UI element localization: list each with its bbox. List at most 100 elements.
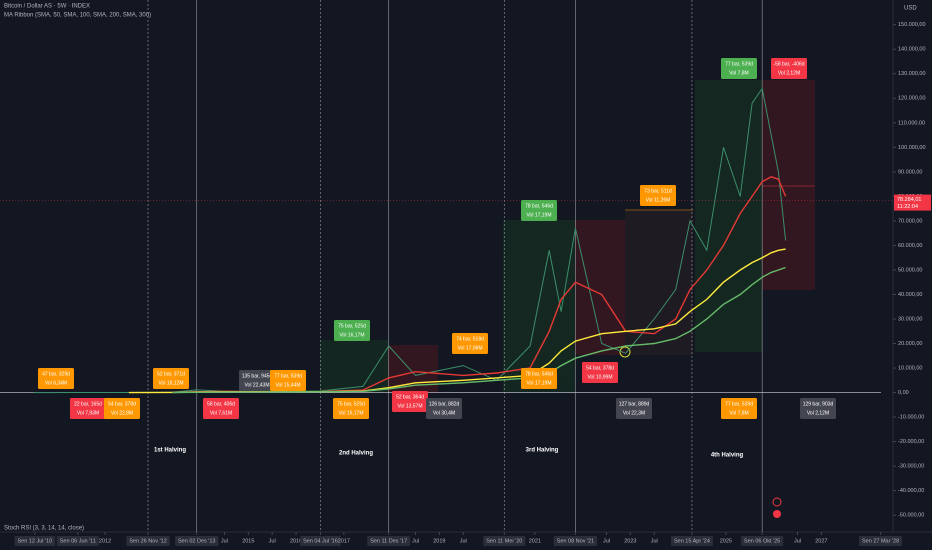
- x-tick-highlight: [14, 536, 56, 546]
- annotation-text: Vol 17,19M: [526, 380, 551, 386]
- annotation-text: 52 bar, 371d: [157, 371, 185, 377]
- annotation-box: [70, 398, 106, 419]
- x-tick-label: Sen 12 Jul '10: [18, 538, 53, 544]
- last-price-label: 78.284,01: [897, 197, 921, 203]
- x-tick-label: 2027: [815, 538, 827, 544]
- annotation-text: Vol 10,99M: [587, 374, 612, 380]
- x-tick-highlight: [367, 536, 411, 546]
- x-tick-label: Sen 08 Nov '21: [557, 538, 594, 544]
- x-tick-label: Sen 06 Jun '11: [60, 538, 96, 544]
- x-tick-label: Jul: [412, 538, 419, 544]
- annotation-text: 54 bar, 378d: [108, 401, 136, 407]
- last-price-box: [894, 194, 931, 211]
- y-tick-label: 20.000,00: [898, 341, 922, 347]
- annotation-text: Vol 7,8M: [729, 410, 748, 416]
- y-tick-label: 0,00: [898, 390, 909, 396]
- x-tick-highlight: [483, 536, 526, 546]
- halving-label: 3rd Halving: [526, 448, 559, 454]
- y-tick-label: 50.000,00: [898, 267, 922, 273]
- annotation-text: Vol 16,17M: [338, 410, 363, 416]
- annotation-text: 54 bar, 378d: [586, 365, 614, 371]
- x-tick-highlight: [859, 536, 903, 546]
- x-tick-label: 2021: [529, 538, 541, 544]
- y-tick-label: 110.000,00: [898, 120, 925, 126]
- halving-label: 4th Halving: [711, 453, 744, 459]
- marker-circle: [619, 346, 631, 358]
- y-tick-label: 40.000,00: [898, 292, 922, 298]
- x-tick-label: Sen 11 Des '17: [370, 538, 407, 544]
- annotation-text: Vol 18,12M: [158, 380, 183, 386]
- range-box: [695, 80, 762, 352]
- annotation-text: Vol 17,19M: [526, 212, 551, 218]
- annotation-text: 75 bar, 525d: [337, 401, 365, 407]
- x-tick-label: Jul: [794, 538, 801, 544]
- annotation-text: 52 bar, 364d: [396, 394, 424, 400]
- y-tick-label: -20.000,00: [898, 439, 924, 445]
- range-box: [320, 340, 388, 393]
- annotation-text: 127 bar, 889d: [619, 401, 650, 407]
- x-tick-label: Sen 27 Mar '28: [862, 538, 899, 544]
- annotation-text: 22 bar, 165d: [74, 401, 102, 407]
- annotation-box: [239, 370, 275, 391]
- annotation-text: 73 bar, 511d: [644, 188, 672, 194]
- price-axis-panel: [893, 0, 932, 532]
- annotation-box: [392, 391, 428, 412]
- halving-label: 2nd Halving: [339, 451, 373, 457]
- y-tick-label: 130.000,00: [898, 71, 926, 77]
- annotation-box: [153, 368, 189, 389]
- annotation-box: [640, 185, 676, 206]
- annotation-box: [771, 58, 807, 79]
- annotation-box: [333, 398, 369, 419]
- annotation-box: [800, 398, 836, 419]
- y-tick-label: 120.000,00: [898, 96, 926, 102]
- chart-subtitle: MA Ribbon (SMA, 50, SMA, 100, SMA, 200, …: [4, 13, 151, 19]
- y-tick-label: -30.000,00: [898, 464, 924, 470]
- x-tick-label: 2016: [290, 538, 302, 544]
- countdown-label: 11:22:04: [897, 204, 918, 210]
- x-tick-highlight: [175, 536, 219, 546]
- annotation-box: [203, 398, 239, 419]
- annotation-text: 78 bar, 546d: [525, 371, 553, 377]
- y-tick-label: 90.000,00: [898, 169, 922, 175]
- annotation-box: [582, 362, 618, 383]
- x-tick-highlight: [56, 536, 99, 546]
- y-tick-label: 70.000,00: [898, 218, 922, 224]
- x-tick-highlight: [553, 536, 598, 546]
- annotation-text: 77 bar, 539d: [725, 401, 753, 407]
- y-tick-label: 100.000,00: [898, 145, 926, 151]
- annotation-text: 77 bar, 539d: [274, 373, 302, 379]
- indicator-label: Stoch RSI (3, 3, 14, 14, close): [4, 526, 84, 532]
- x-tick-highlight: [300, 536, 341, 546]
- y-tick-label: 60.000,00: [898, 243, 922, 249]
- annotation-box: [38, 368, 74, 389]
- annotation-box: [616, 398, 652, 419]
- annotation-text: Vol 30,4M: [433, 410, 455, 416]
- annotation-text: Vol 17,06M: [457, 345, 482, 351]
- x-tick-label: 2017: [338, 538, 350, 544]
- annotation-box: [521, 200, 557, 221]
- annotation-box: [270, 370, 306, 391]
- x-tick-label: 2025: [720, 538, 732, 544]
- currency-label: USD: [904, 6, 917, 12]
- x-tick-label: 2023: [624, 538, 636, 544]
- x-tick-label: Sen 15 Apr '24: [674, 538, 710, 544]
- annotation-text: 58 bar, 406d: [207, 401, 235, 407]
- annotation-box: [452, 333, 488, 354]
- y-tick-label: 10.000,00: [898, 366, 922, 372]
- event-icon: [772, 497, 782, 507]
- x-tick-highlight: [741, 536, 784, 546]
- x-tick-label: Jul: [460, 538, 467, 544]
- annotation-text: Vol 7,61M: [210, 410, 232, 416]
- annotation-box: [521, 368, 557, 389]
- x-tick-highlight: [670, 536, 713, 546]
- x-tick-label: 2015: [242, 538, 254, 544]
- annotation-text: 77 bar, 539d: [725, 61, 753, 67]
- annotation-text: -58 bar, -406d: [773, 61, 804, 67]
- range-shading: [320, 80, 815, 393]
- annotation-text: Vol 22,8M: [111, 410, 133, 416]
- annotation-text: 129 bar, 903d: [803, 401, 834, 407]
- event-icon: [773, 510, 781, 518]
